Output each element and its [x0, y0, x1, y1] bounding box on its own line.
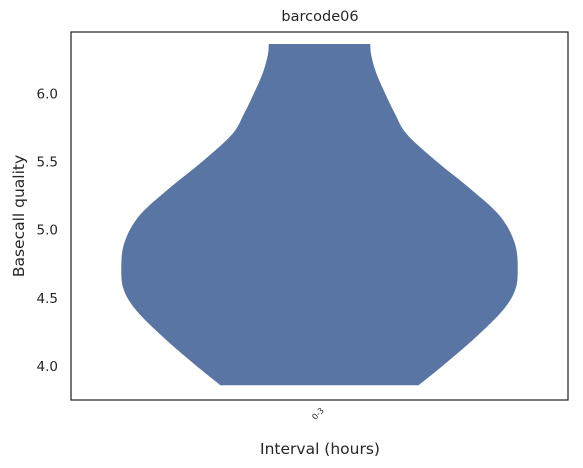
plot-area	[121, 44, 518, 386]
y-tick-label: 5.5	[37, 154, 58, 170]
y-tick-label: 4.5	[37, 291, 58, 307]
y-axis-ticks: 4.0 4.5 5.0 5.5 6.0	[37, 86, 58, 375]
violin-body	[121, 44, 518, 386]
y-axis-label: Basecall quality	[10, 155, 28, 277]
y-tick-label: 4.0	[37, 359, 58, 375]
chart-title: barcode06	[281, 9, 358, 25]
y-tick-label: 5.0	[37, 223, 58, 239]
axes-frame	[70, 31, 569, 401]
y-tick-label: 6.0	[37, 86, 58, 102]
x-tick-label: 0-3	[310, 406, 326, 422]
x-axis-label: Interval (hours)	[260, 440, 380, 458]
x-axis-ticks: 0-3	[310, 406, 326, 422]
